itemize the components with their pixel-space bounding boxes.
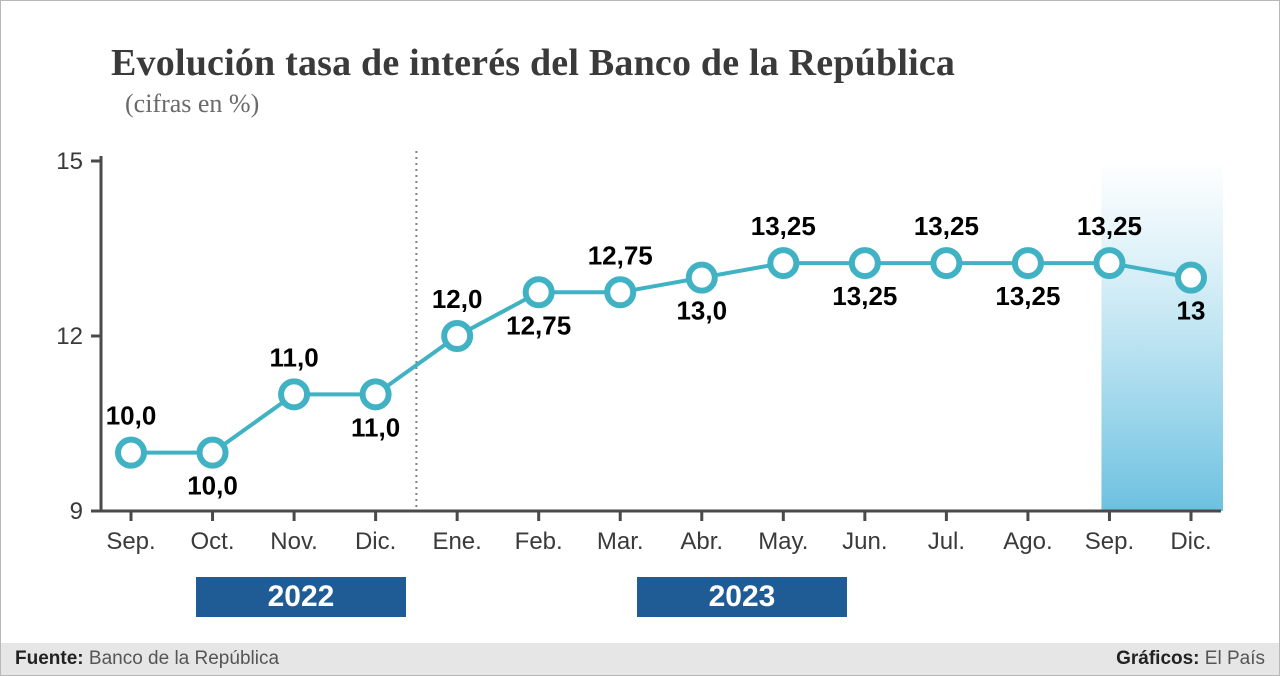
data-marker (444, 323, 470, 349)
month-label: Abr. (680, 528, 723, 555)
data-marker (363, 381, 389, 407)
data-marker (200, 440, 226, 466)
data-marker (689, 265, 715, 291)
credit-text: Gráficos: El País (1116, 648, 1265, 670)
y-tick-label: 9 (70, 498, 83, 525)
value-label: 11,0 (269, 342, 318, 372)
data-marker (526, 279, 552, 305)
month-label: Nov. (270, 528, 318, 555)
month-label: Sep. (106, 528, 155, 555)
month-label: Sep. (1085, 528, 1134, 555)
title-block: Evolución tasa de interés del Banco de l… (111, 41, 955, 119)
chart-subtitle: (cifras en %) (125, 89, 955, 119)
footer-bar: Fuente: Banco de la República Gráficos: … (1, 643, 1279, 675)
data-marker (118, 440, 144, 466)
chart-area: 9 12 15 10,0 Sep. 10,0 Oct. 11,0 Nov. 11,0 Dic. 12,… (41, 151, 1241, 581)
month-label: Ene. (432, 528, 481, 555)
year-labels-row: 2022 2023 (1, 577, 1279, 621)
data-marker (933, 250, 959, 276)
chart-frame: Evolución tasa de interés del Banco de l… (0, 0, 1280, 676)
chart-title: Evolución tasa de interés del Banco de l… (111, 41, 955, 85)
value-label: 11,0 (351, 412, 400, 442)
value-label: 13,25 (751, 211, 816, 241)
month-label: Jun. (842, 528, 887, 555)
data-marker (1096, 250, 1122, 276)
data-marker (1015, 250, 1041, 276)
value-label: 10,0 (187, 471, 238, 501)
data-marker (281, 381, 307, 407)
year-label-box: 2022 (196, 577, 406, 617)
data-marker (1178, 265, 1204, 291)
value-label: 13,25 (914, 211, 979, 241)
value-label: 13 (1177, 296, 1206, 326)
y-tick-label: 12 (56, 323, 83, 350)
line-chart-svg: 9 12 15 10,0 Sep. 10,0 Oct. 11,0 Nov. 11,0 Dic. 12,… (41, 151, 1241, 581)
month-label: Oct. (191, 528, 235, 555)
month-label: Feb. (515, 528, 563, 555)
y-tick-label: 15 (56, 151, 83, 175)
value-label: 10,0 (106, 401, 157, 431)
month-label: Dic. (355, 528, 396, 555)
value-label: 13,25 (995, 281, 1060, 311)
month-label: May. (758, 528, 808, 555)
value-label: 13,25 (1077, 211, 1142, 241)
value-label: 12,75 (588, 240, 653, 270)
value-label: 13,25 (832, 281, 897, 311)
data-marker (852, 250, 878, 276)
month-label: Mar. (597, 528, 644, 555)
value-label: 12,75 (506, 310, 571, 340)
year-label-box: 2023 (637, 577, 847, 617)
source-text: Fuente: Banco de la República (15, 648, 279, 670)
value-label: 12,0 (432, 284, 483, 314)
value-label: 13,0 (676, 296, 727, 326)
data-marker (607, 279, 633, 305)
month-label: Dic. (1170, 528, 1211, 555)
month-label: Ago. (1003, 528, 1052, 555)
month-label: Jul. (928, 528, 965, 555)
data-marker (770, 250, 796, 276)
